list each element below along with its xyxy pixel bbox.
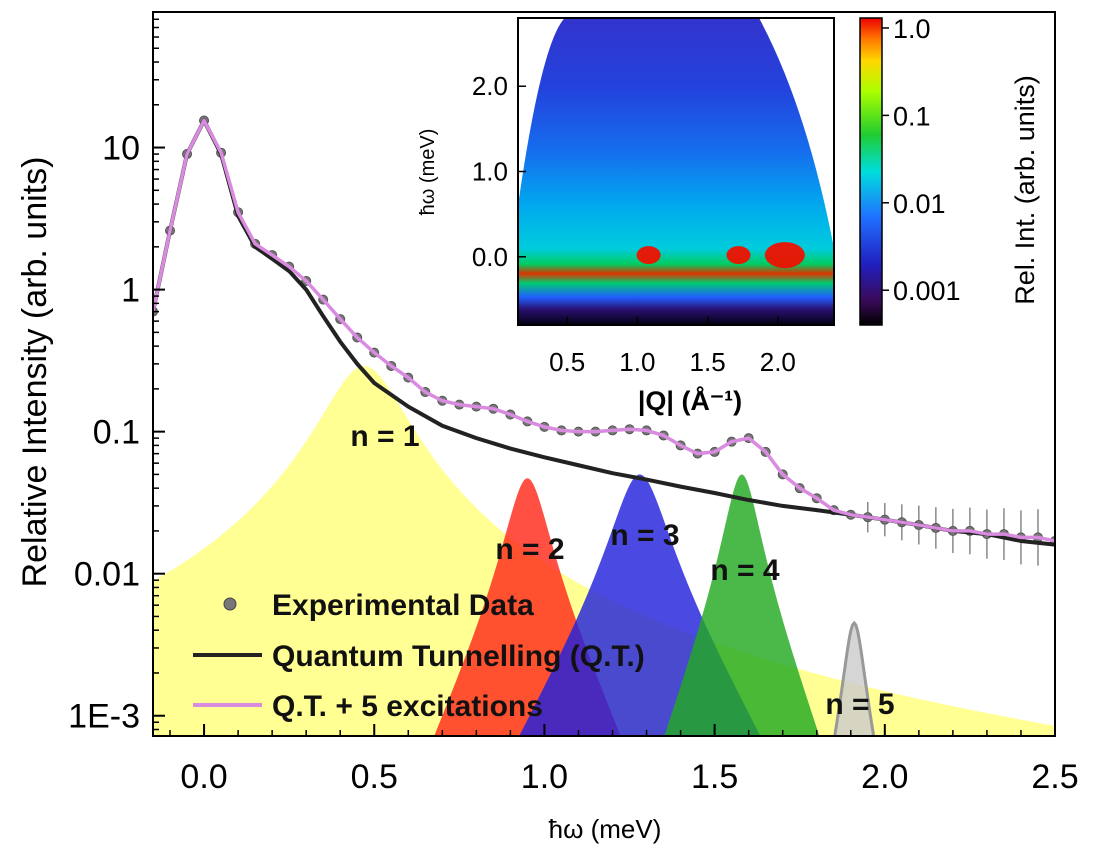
legend[interactable]: Experimental Data Quantum Tunnelling (Q.…	[193, 589, 645, 723]
heatmap-coverage	[518, 18, 834, 325]
heatmap-hotspots	[636, 242, 805, 269]
legend-marker-experimental	[223, 597, 237, 611]
inset-x-tick-label: 1.0	[619, 347, 655, 377]
x-tick-label: 0.0	[180, 758, 227, 796]
y-tick-label: 0.01	[74, 556, 140, 594]
inset-x-tick-label: 0.5	[549, 347, 585, 377]
excitation-label-1: n = 1	[350, 420, 419, 453]
heatmap-hotspot	[636, 246, 661, 265]
excitation-labels: n = 1 n = 2 n = 3 n = 4 n = 5	[350, 420, 894, 721]
excitation-peak-4	[664, 474, 820, 736]
colorbar-axis: 0.001 0.01 0.1 1.0	[882, 14, 961, 306]
inset-x-axis-title: |Q| (Å⁻¹)	[638, 385, 742, 416]
x-tick-label: 1.0	[521, 758, 568, 796]
colorbar-tick-label: 0.001	[893, 276, 961, 306]
excitation-label-3: n = 3	[610, 519, 679, 552]
fit-line	[153, 118, 1055, 543]
inset-axes: 0.5 1.0 1.5 2.0 0.0 1.0 2.0	[472, 71, 796, 377]
heatmap-hotspot	[726, 246, 751, 265]
y-tick-label: 1	[121, 272, 140, 310]
inset-heatmap: 0.5 1.0 1.5 2.0 0.0 1.0 2.0 ħω (meV) |Q| (Å⁻¹)…	[417, 14, 1040, 416]
inset-y-axis-title: ħω (meV)	[417, 129, 439, 216]
inset-y-tick-label: 2.0	[472, 71, 508, 101]
y-axis-title: Relative Intensity (arb. units)	[16, 157, 54, 588]
x-axis-title: ħω (meV)	[549, 814, 662, 844]
legend-label-fit: Q.T. + 5 excitations	[272, 690, 543, 723]
excitation-label-5: n = 5	[825, 688, 894, 721]
y-tick-label: 0.1	[93, 414, 140, 452]
x-tick-label: 2.0	[861, 758, 908, 796]
colorbar-tick-label: 0.1	[893, 101, 931, 131]
colorbar-tick-label: 0.01	[893, 189, 946, 219]
inset-x-tick-label: 1.5	[690, 347, 726, 377]
excitation-label-2: n = 2	[495, 533, 564, 566]
y-tick-label: 1E-3	[68, 698, 140, 736]
y-tick-label: 10	[102, 130, 140, 168]
data-series	[153, 115, 1055, 571]
excitation-peaks	[153, 365, 1055, 736]
excitation-label-4: n = 4	[710, 554, 780, 587]
legend-label-qt: Quantum Tunnelling (Q.T.)	[272, 640, 645, 673]
heatmap-hotspot	[764, 242, 805, 269]
legend-label-experimental: Experimental Data	[272, 589, 534, 622]
colorbar	[859, 17, 883, 326]
main-axes: 0.0 0.5 1.0 1.5 2.0 2.5 1E-3 0.01 0.1 1 10	[68, 11, 1079, 796]
plot-frame	[152, 11, 1056, 737]
excitation-peak-1	[153, 365, 1055, 736]
inset-y-tick-label: 1.0	[472, 157, 508, 187]
x-tick-label: 2.5	[1031, 758, 1078, 796]
x-tick-label: 1.5	[691, 758, 738, 796]
inset-y-tick-label: 0.0	[472, 242, 508, 272]
x-tick-label: 0.5	[351, 758, 398, 796]
colorbar-tick-label: 1.0	[893, 14, 931, 44]
colorbar-title: Rel. Int. (arb. units)	[1010, 75, 1040, 305]
inset-x-tick-label: 2.0	[760, 347, 796, 377]
excitation-peak-5	[833, 620, 876, 736]
